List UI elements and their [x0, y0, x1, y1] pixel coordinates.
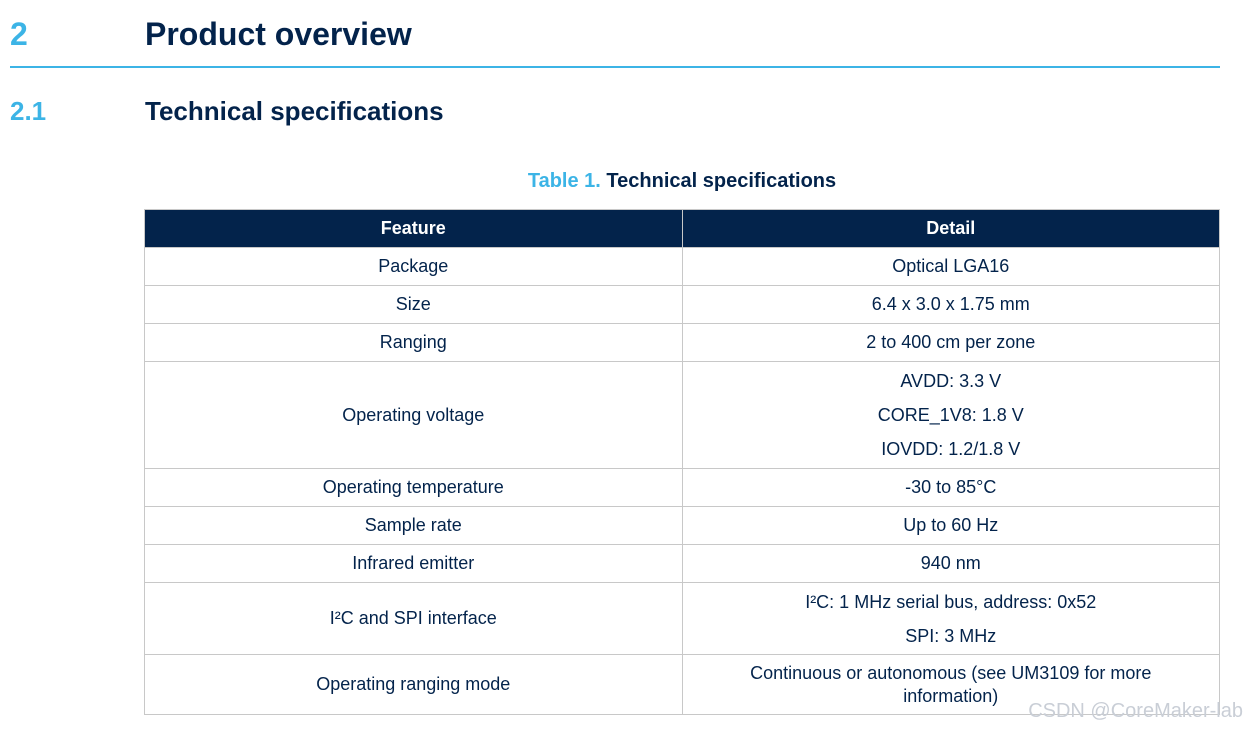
detail-line: 2 to 400 cm per zone: [866, 332, 1036, 352]
table-row: Operating temperature -30 to 85°C: [144, 468, 1220, 507]
detail-line: 940 nm: [920, 553, 981, 573]
detail-line: I²C: 1 MHz serial bus, address: 0x52: [805, 591, 1097, 612]
detail-line: 6.4 x 3.0 x 1.75 mm: [871, 294, 1030, 314]
feature-cell: Ranging: [144, 323, 683, 362]
detail-cell: AVDD: 3.3 V CORE_1V8: 1.8 V IOVDD: 1.2/1…: [681, 361, 1220, 469]
feature-cell: Sample rate: [144, 506, 683, 545]
detail-cell: 2 to 400 cm per zone: [681, 323, 1220, 362]
detail-line: SPI: 3 MHz: [905, 625, 997, 646]
detail-line: AVDD: 3.3 V: [900, 371, 1002, 391]
subsection-number: 2.1: [10, 96, 47, 126]
feature-cell: I²C and SPI interface: [144, 582, 683, 655]
table-row: Ranging 2 to 400 cm per zone: [144, 323, 1220, 362]
feature-cell: Size: [144, 285, 683, 324]
detail-line: Optical LGA16: [892, 256, 1010, 276]
feature-cell: Operating ranging mode: [144, 654, 683, 715]
subsection-title: Technical specifications: [145, 96, 444, 126]
detail-cell: Continuous or autonomous (see UM3109 for…: [681, 654, 1220, 715]
table-row: I²C and SPI interface I²C: 1 MHz serial …: [144, 582, 1220, 655]
detail-line: Up to 60 Hz: [903, 515, 999, 535]
feature-cell: Package: [144, 247, 683, 286]
detail-cell: 6.4 x 3.0 x 1.75 mm: [681, 285, 1220, 324]
feature-cell: Operating temperature: [144, 468, 683, 507]
specifications-table: Feature Detail Package Optical LGA16 Siz…: [144, 209, 1220, 715]
feature-cell: Operating voltage: [144, 361, 683, 469]
watermark: CSDN @CoreMaker-lab: [1028, 700, 1243, 722]
table-caption: Table 1. Technical specifications: [144, 170, 1220, 193]
detail-cell: I²C: 1 MHz serial bus, address: 0x52 SPI…: [681, 582, 1220, 655]
table-row: Sample rate Up to 60 Hz: [144, 506, 1220, 545]
table-header-row: Feature Detail: [144, 209, 1220, 248]
table-row: Operating ranging mode Continuous or aut…: [144, 654, 1220, 715]
table-caption-title: Technical specifications: [606, 170, 837, 192]
section-heading: 2 Product overview: [10, 14, 1220, 68]
detail-cell: Optical LGA16: [681, 247, 1220, 286]
table-caption-label: Table 1.: [527, 170, 601, 192]
feature-cell: Infrared emitter: [144, 544, 683, 583]
table-row: Operating voltage AVDD: 3.3 V CORE_1V8: …: [144, 361, 1220, 469]
detail-cell: -30 to 85°C: [681, 468, 1220, 507]
detail-cell: 940 nm: [681, 544, 1220, 583]
section-title: Product overview: [145, 16, 412, 52]
detail-line: -30 to 85°C: [905, 477, 997, 497]
table-row: Infrared emitter 940 nm: [144, 544, 1220, 583]
detail-line: IOVDD: 1.2/1.8 V: [881, 439, 1021, 459]
column-header-detail: Detail: [681, 209, 1220, 248]
section-number: 2: [10, 16, 28, 52]
table-row: Package Optical LGA16: [144, 247, 1220, 286]
column-header-feature: Feature: [144, 209, 683, 248]
subsection-heading: 2.1 Technical specifications: [10, 94, 1220, 130]
detail-line: Continuous or autonomous (see UM3109 for…: [750, 662, 1152, 706]
detail-line: CORE_1V8: 1.8 V: [877, 405, 1024, 425]
table-row: Size 6.4 x 3.0 x 1.75 mm: [144, 285, 1220, 324]
detail-cell: Up to 60 Hz: [681, 506, 1220, 545]
